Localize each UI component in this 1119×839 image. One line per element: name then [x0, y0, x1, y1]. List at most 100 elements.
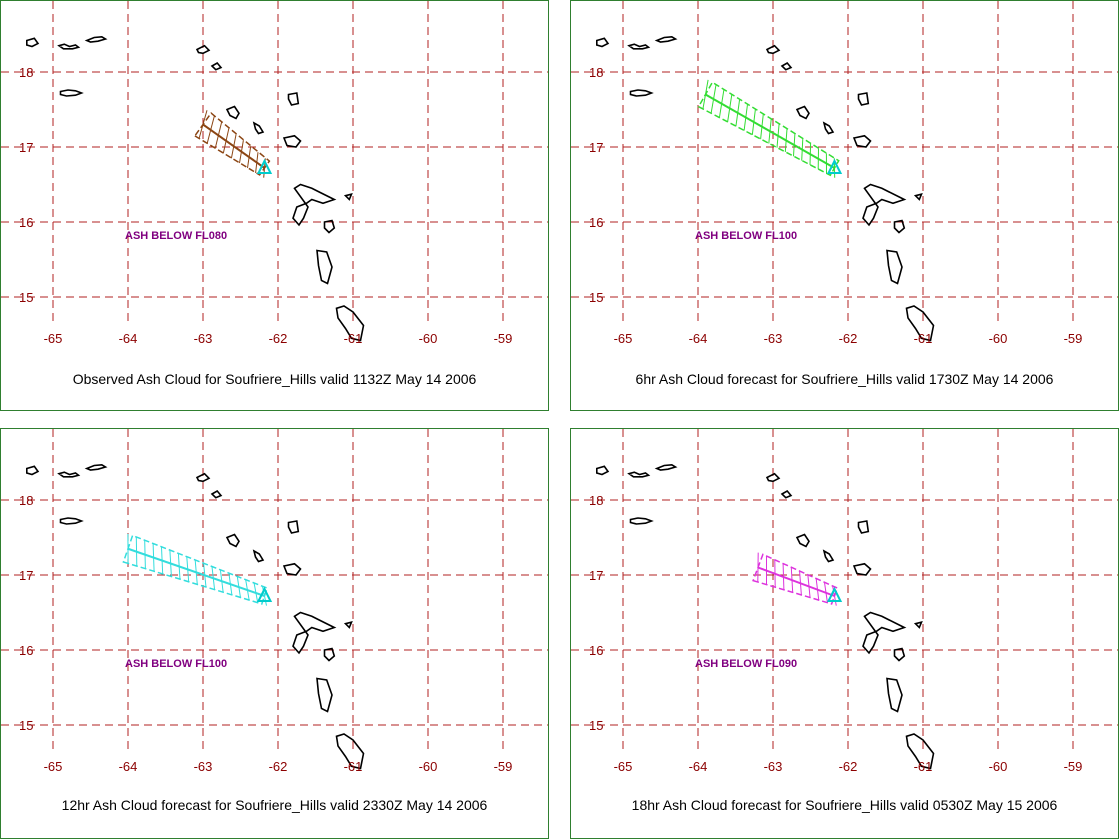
island-outline [343, 193, 353, 201]
island-outline [287, 520, 300, 534]
latitude-label: 16 [589, 215, 603, 230]
island-outline [654, 463, 678, 471]
island-outline [343, 621, 353, 629]
latitude-label: 15 [19, 290, 33, 305]
longitude-label: -59 [1064, 759, 1083, 774]
longitude-label: -62 [269, 759, 288, 774]
longitude-label: -59 [494, 759, 513, 774]
island-outline [316, 677, 333, 713]
plume-axis [757, 566, 835, 597]
island-outline [595, 465, 610, 476]
island-outline [852, 562, 872, 576]
island-outline [822, 121, 835, 135]
longitude-label: -63 [194, 759, 213, 774]
longitude-label: -60 [989, 759, 1008, 774]
panel-18hr-forecast: 18 17 16 15 -65 -64 -63 -62 -61 -60 -59 ASH BELOW F… [570, 428, 1119, 839]
ash-map: 18 17 16 15 -65 -64 -63 -62 -61 -60 -59 ASH BELOW F… [1, 429, 548, 774]
panel-caption: 12hr Ash Cloud forecast for Soufriere_Hi… [61, 797, 488, 813]
graticule [571, 429, 1118, 751]
island-outline [25, 37, 40, 48]
longitude-label: -64 [119, 759, 138, 774]
island-outline [857, 92, 870, 106]
plume-axis [705, 93, 835, 169]
longitude-label: -65 [614, 331, 633, 346]
latitude-label: 17 [19, 568, 33, 583]
plume-outline [122, 534, 269, 605]
graticule [1, 1, 548, 323]
panel-caption: 6hr Ash Cloud forecast for Soufriere_Hil… [635, 371, 1054, 387]
longitude-label: -61 [344, 759, 363, 774]
island-outline [287, 92, 300, 106]
island-outline [57, 43, 81, 50]
latitude-label: 15 [589, 718, 603, 733]
longitude-label: -64 [119, 331, 138, 346]
volcano-marker [256, 158, 273, 174]
island-outline [84, 463, 108, 471]
latitude-label: 16 [589, 643, 603, 658]
island-outline [195, 44, 211, 55]
panel-caption: 18hr Ash Cloud forecast for Soufriere_Hi… [631, 797, 1058, 813]
latitude-label: 18 [589, 493, 603, 508]
island-outline [857, 520, 870, 534]
island-outline [282, 562, 302, 576]
island-outline [195, 472, 211, 483]
panel-6hr-forecast: 18 17 16 15 -65 -64 -63 -62 -61 -60 -59 ASH BELOW F… [570, 0, 1119, 411]
ash-map: 18 17 16 15 -65 -64 -63 -62 -61 -60 -59 ASH BELOW F… [571, 429, 1118, 774]
island-outline [282, 134, 302, 148]
island-outline [323, 647, 336, 662]
longitude-label: -65 [44, 331, 63, 346]
island-outline [822, 549, 835, 563]
island-outline [57, 471, 81, 478]
longitude-label: -63 [764, 331, 783, 346]
island-outline [795, 533, 810, 548]
longitude-label: -64 [689, 331, 708, 346]
panel-observed: 18 17 16 15 -65 -64 -63 -62 -61 -60 -59 ASH BELOW F… [0, 0, 549, 411]
island-outline [780, 61, 793, 71]
ash-plume [697, 79, 840, 178]
island-outline [905, 305, 935, 342]
graticule [1, 429, 548, 751]
longitude-label: -65 [614, 759, 633, 774]
island-outline [210, 61, 223, 71]
island-outline [913, 193, 923, 201]
island-outline [252, 121, 265, 135]
ash-map: 18 17 16 15 -65 -64 -63 -62 -61 -60 -59 ASH BELOW F… [571, 1, 1118, 346]
coastlines [25, 463, 365, 770]
island-outline [252, 549, 265, 563]
coastlines [25, 35, 365, 342]
island-outline [654, 35, 678, 43]
longitude-label: -62 [839, 331, 858, 346]
coastlines [595, 35, 935, 342]
island-outline [893, 219, 906, 234]
island-outline [629, 89, 654, 97]
island-outline [323, 219, 336, 234]
island-outline [795, 105, 810, 120]
plume-outline [697, 81, 840, 177]
island-outline [627, 43, 651, 50]
island-outline [627, 471, 651, 478]
island-outline [210, 489, 223, 499]
latitude-label: 18 [19, 493, 33, 508]
plume-axis [202, 123, 266, 169]
plume-axis [127, 547, 265, 597]
island-outline [905, 733, 935, 770]
island-outline [765, 472, 781, 483]
island-outline [292, 611, 337, 655]
ash-plume [193, 110, 271, 178]
panel-12hr-forecast: 18 17 16 15 -65 -64 -63 -62 -61 -60 -59 ASH BELOW F… [0, 428, 549, 839]
longitude-label: -62 [269, 331, 288, 346]
coastlines [595, 463, 935, 770]
island-outline [765, 44, 781, 55]
island-outline [292, 183, 337, 227]
longitude-label: -60 [989, 331, 1008, 346]
longitude-label: -61 [914, 331, 933, 346]
longitude-label: -60 [419, 331, 438, 346]
plume-outline [193, 112, 271, 176]
longitude-label: -64 [689, 759, 708, 774]
latitude-label: 17 [19, 140, 33, 155]
island-outline [862, 611, 907, 655]
island-outline [913, 621, 923, 629]
island-outline [780, 489, 793, 499]
island-outline [225, 533, 240, 548]
latitude-label: 15 [589, 290, 603, 305]
